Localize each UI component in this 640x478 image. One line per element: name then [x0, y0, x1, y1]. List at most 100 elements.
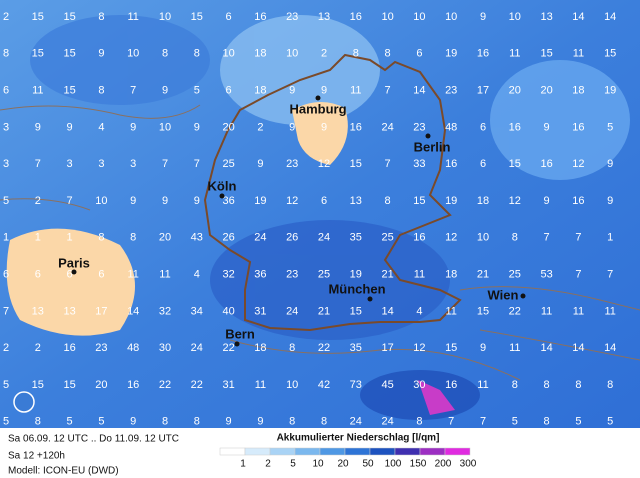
grid-value: 20 — [159, 232, 171, 244]
legend-swatch — [444, 447, 471, 456]
grid-value: 36 — [254, 269, 266, 281]
grid-value: 15 — [63, 85, 75, 97]
grid-value: 15 — [350, 158, 362, 170]
grid-value: 19 — [445, 195, 457, 207]
grid-value: 15 — [445, 342, 457, 354]
grid-value: 8 — [416, 416, 422, 428]
grid-value: 24 — [318, 232, 330, 244]
grid-value: 11 — [127, 269, 138, 281]
grid-value: 7 — [130, 85, 136, 97]
grid-value: 25 — [381, 232, 393, 244]
grid-value: 2 — [321, 48, 327, 60]
grid-value: 5 — [67, 416, 73, 428]
grid-value: 3 — [130, 158, 136, 170]
grid-value: 6 — [480, 158, 486, 170]
grid-value: 22 — [318, 342, 330, 354]
grid-value: 5 — [607, 416, 613, 428]
grid-value: 9 — [480, 11, 486, 23]
legend-swatch — [294, 447, 321, 456]
grid-value: 15 — [191, 11, 203, 23]
legend-label: 200 — [435, 459, 452, 470]
grid-value: 48 — [127, 342, 139, 354]
grid-value: 8 — [544, 379, 550, 391]
grid-value: 6 — [226, 11, 232, 23]
grid-value: 11 — [573, 48, 584, 60]
grid-value: 5 — [98, 416, 104, 428]
grid-value: 32 — [159, 305, 171, 317]
grid-value: 16 — [509, 121, 521, 133]
grid-value: 6 — [321, 195, 327, 207]
grid-value: 12 — [445, 232, 457, 244]
grid-value: 11 — [255, 379, 266, 391]
grid-value: 21 — [477, 269, 489, 281]
grid-value: 33 — [413, 158, 425, 170]
grid-value: 23 — [445, 85, 457, 97]
grid-value: 40 — [222, 305, 234, 317]
grid-value: 24 — [286, 305, 298, 317]
grid-value: 13 — [350, 195, 362, 207]
grid-value: 14 — [540, 342, 552, 354]
grid-value: 6 — [35, 269, 41, 281]
grid-value: 48 — [445, 121, 457, 133]
grid-value: 10 — [445, 11, 457, 23]
grid-value: 7 — [3, 305, 9, 317]
legend-label: 100 — [385, 459, 402, 470]
legend-label: 20 — [337, 459, 349, 470]
city-label: Paris — [58, 255, 90, 270]
grid-value: 8 — [385, 195, 391, 207]
grid-value: 19 — [445, 48, 457, 60]
grid-value: 7 — [575, 232, 581, 244]
grid-value: 8 — [194, 48, 200, 60]
grid-value: 18 — [254, 48, 266, 60]
grid-value: 10 — [477, 232, 489, 244]
grid-value: 14 — [604, 11, 616, 23]
city-dot — [520, 293, 526, 299]
grid-value: 4 — [98, 121, 104, 133]
grid-value: 8 — [35, 416, 41, 428]
grid-value: 7 — [575, 269, 581, 281]
grid-value: 3 — [3, 158, 9, 170]
grid-value: 35 — [350, 342, 362, 354]
borders — [203, 53, 462, 332]
grid-value: 8 — [512, 232, 518, 244]
grid-value: 30 — [159, 342, 171, 354]
grid-value: 11 — [604, 305, 615, 317]
grid-value: 10 — [413, 11, 425, 23]
legend-label: 50 — [362, 459, 374, 470]
grid-value: 1 — [35, 232, 41, 244]
grid-value: 5 — [3, 416, 9, 428]
grid-value: 25 — [222, 158, 234, 170]
grid-value: 11 — [350, 85, 361, 97]
grid-value: 16 — [572, 121, 584, 133]
dry-area — [292, 101, 348, 165]
legend-swatch — [344, 447, 371, 456]
grid-value: 20 — [540, 85, 552, 97]
grid-value: 14 — [572, 342, 584, 354]
grid-value: 11 — [127, 11, 138, 23]
grid-value: 24 — [381, 121, 393, 133]
grid-value: 9 — [289, 85, 295, 97]
grid-value: 17 — [95, 305, 107, 317]
grid-value: 21 — [381, 269, 393, 281]
grid-value: 8 — [575, 379, 581, 391]
grid-value: 7 — [607, 269, 613, 281]
grid-value: 7 — [162, 158, 168, 170]
grid-value: 15 — [63, 379, 75, 391]
legend-label: 300 — [460, 459, 477, 470]
grid-value: 25 — [318, 269, 330, 281]
grid-value: 45 — [381, 379, 393, 391]
legend: 1 2 5 10 20 50 100 150 200 300 — [219, 447, 477, 470]
grid-value: 16 — [63, 342, 75, 354]
grid-value: 12 — [286, 195, 298, 207]
period: Sa 06.09. 12 UTC .. Do 11.09. 12 UTC — [8, 434, 179, 445]
grid-value: 7 — [67, 195, 73, 207]
grid-value: 7 — [385, 158, 391, 170]
grid-value: 10 — [286, 379, 298, 391]
grid-value: 9 — [130, 121, 136, 133]
grid-value: 8 — [321, 416, 327, 428]
grid-value: 10 — [381, 11, 393, 23]
grid-value: 20 — [95, 379, 107, 391]
grid-value: 1 — [607, 232, 613, 244]
grid-value: 4 — [416, 305, 422, 317]
